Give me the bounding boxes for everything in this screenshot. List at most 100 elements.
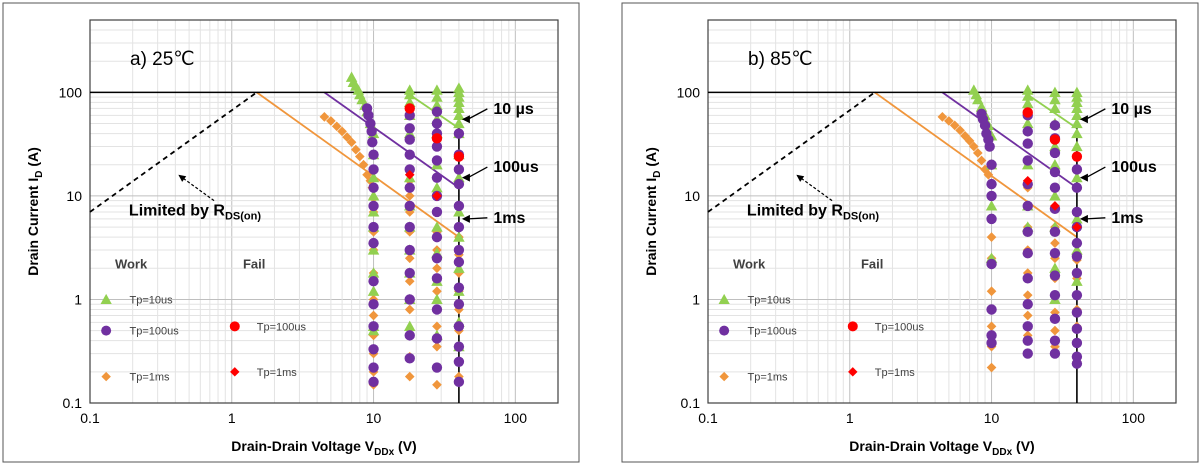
annotation-label: 1ms: [493, 210, 525, 227]
data-point: [1071, 358, 1083, 369]
data-point: [1022, 348, 1033, 359]
data-point: [431, 333, 443, 344]
data-point: [431, 304, 443, 315]
data-point: [404, 182, 415, 193]
data-point: [984, 141, 995, 152]
legend-marker: [848, 367, 858, 377]
arrow-head: [796, 174, 805, 182]
x-tick-label: 100: [504, 410, 528, 426]
soa-line-1ms: [874, 91, 1078, 238]
data-point: [453, 164, 465, 175]
data-point: [346, 137, 357, 148]
data-point: [1049, 226, 1061, 238]
legend: Work Fail Tp=10us Tp=100us Tp=1ms Tp=100us Tp=…: [718, 256, 924, 384]
data-point: [986, 362, 997, 373]
data-point: [1049, 313, 1061, 325]
data-point: [404, 134, 415, 145]
data-point: [1049, 134, 1061, 145]
data-point: [367, 190, 380, 201]
data-point: [431, 106, 443, 117]
data-point: [368, 344, 379, 355]
data-point: [1071, 267, 1083, 279]
data-point: [453, 91, 465, 102]
data-point: [366, 126, 377, 137]
data-point: [453, 200, 465, 212]
series-fail-tp-100us: [404, 103, 465, 162]
legend-marker: [847, 321, 858, 332]
data-point: [431, 172, 443, 183]
annotation-arrow: [1085, 217, 1106, 220]
data-point: [431, 293, 443, 305]
data-point: [368, 164, 379, 175]
data-point: [1022, 273, 1033, 284]
data-point: [404, 191, 415, 201]
data-point: [432, 263, 442, 274]
x-axis-title-unit: (V): [1012, 438, 1035, 454]
data-point: [453, 178, 465, 190]
data-point: [431, 91, 443, 102]
data-point: [986, 258, 997, 270]
y-axis-title-unit: (A): [25, 147, 41, 170]
x-axis-title-sub: DDx: [374, 447, 394, 458]
arrow-head: [1079, 115, 1088, 124]
data-point: [342, 132, 352, 142]
data-point: [453, 109, 465, 120]
legend-label: Tp=1ms: [748, 372, 789, 384]
legend-label: Tp=1ms: [257, 367, 298, 379]
data-point: [431, 133, 443, 144]
data-point: [1071, 289, 1083, 301]
data-point: [1049, 335, 1061, 346]
data-point: [1050, 238, 1060, 248]
data-point: [1049, 289, 1061, 301]
data-point: [453, 282, 465, 293]
data-point: [404, 267, 415, 279]
x-axis-title-main: Drain-Drain Voltage V: [849, 438, 993, 454]
legend-label: Tp=1ms: [875, 367, 916, 379]
data-point: [431, 181, 443, 193]
rds-limit-label-sub: DS(on): [843, 210, 879, 222]
data-point: [979, 120, 991, 131]
legend-marker: [100, 293, 112, 304]
data-point: [1021, 90, 1034, 101]
data-point: [1022, 310, 1033, 321]
data-point: [1049, 262, 1061, 273]
data-point: [453, 376, 465, 388]
data-point: [944, 116, 954, 126]
data-point: [367, 137, 378, 148]
x-axis-title-unit: (V): [394, 438, 417, 454]
y-tick-label: 0.1: [63, 395, 83, 411]
rds-limit-label: Limited by RDS(on): [747, 202, 879, 222]
data-point: [319, 112, 330, 122]
panel-label: a) 25℃: [130, 49, 195, 70]
data-point: [955, 125, 965, 136]
annotation-label: 100us: [493, 159, 538, 176]
data-point: [404, 123, 415, 134]
series-fail-tp-1ms: [404, 169, 442, 201]
x-tick-label: 10: [984, 410, 1000, 426]
legend-work-title: Work: [115, 256, 148, 271]
data-point: [1071, 213, 1083, 224]
x-axis-title-main: Drain-Drain Voltage V: [231, 438, 375, 454]
data-point: [1022, 321, 1033, 332]
data-point: [1071, 96, 1083, 108]
data-point: [1071, 164, 1083, 175]
data-point: [337, 126, 347, 137]
data-point: [1049, 247, 1061, 259]
x-tick-label: 0.1: [698, 410, 718, 426]
data-point: [431, 99, 443, 110]
data-point: [432, 286, 442, 297]
data-point: [431, 362, 443, 373]
data-point: [1071, 251, 1083, 262]
data-point: [367, 285, 380, 296]
annotation-label: 10 µs: [493, 101, 533, 118]
data-point: [1050, 325, 1060, 336]
data-point: [453, 151, 465, 162]
data-point: [1071, 337, 1083, 349]
data-point: [1071, 127, 1083, 139]
data-point: [431, 221, 443, 232]
data-point: [1049, 93, 1061, 105]
data-point: [1071, 237, 1083, 249]
annotation-label: 10 µs: [1111, 101, 1151, 118]
